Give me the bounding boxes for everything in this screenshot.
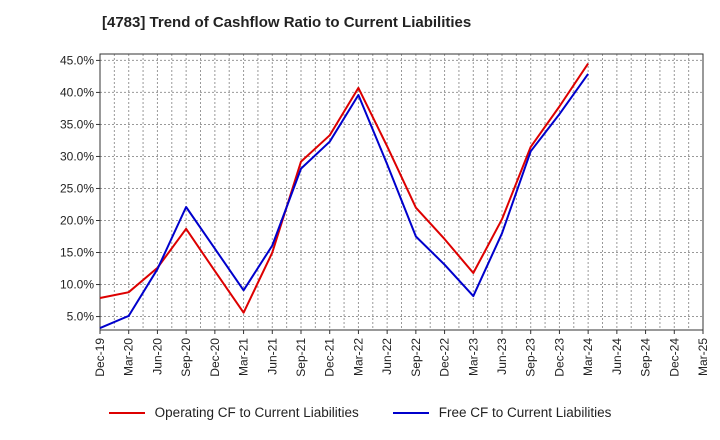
x-tick-label: Sep-23 (524, 338, 538, 377)
x-tick-label: Dec-21 (323, 338, 337, 377)
legend-label-operating-cf: Operating CF to Current Liabilities (154, 405, 359, 420)
x-tick-label: Mar-21 (237, 338, 251, 376)
legend-item-free-cf: Free CF to Current Liabilities (392, 405, 612, 420)
y-tick-label: 15.0% (60, 246, 94, 260)
series-lines (99, 63, 589, 330)
x-tick-label: Dec-20 (208, 338, 222, 377)
grid-lines (100, 54, 703, 330)
x-tick-label: Dec-23 (552, 338, 566, 377)
x-tick-label: Mar-20 (122, 338, 136, 376)
y-tick-label: 20.0% (60, 213, 94, 227)
legend-swatch-blue (392, 411, 429, 414)
series-line-0 (99, 63, 589, 314)
x-tick-label: Jun-20 (150, 338, 164, 375)
y-tick-label: 5.0% (67, 310, 95, 324)
legend: Operating CF to Current Liabilities Free… (0, 405, 720, 420)
x-tick-label: Dec-22 (438, 338, 452, 377)
x-tick-label: Jun-21 (265, 338, 279, 375)
y-tick-label: 40.0% (60, 85, 94, 99)
chart-title: [4783] Trend of Cashflow Ratio to Curren… (102, 14, 472, 31)
x-tick-label: Sep-24 (639, 338, 653, 377)
x-tick-label: Mar-22 (351, 338, 365, 376)
y-tick-label: 30.0% (60, 149, 94, 163)
x-tick-label: Sep-20 (179, 338, 193, 377)
y-tick-label: 45.0% (60, 53, 94, 67)
legend-label-free-cf: Free CF to Current Liabilities (438, 405, 612, 420)
x-tick-label: Sep-21 (294, 338, 308, 377)
x-tick-label: Sep-22 (409, 338, 423, 377)
legend-swatch-red (108, 411, 145, 414)
y-axis-ticks: 5.0% 10.0% 15.0% 20.0% 25.0% 30.0% 35.0% 40.0% 4… (60, 53, 100, 324)
x-tick-label: Dec-24 (667, 338, 681, 377)
series-line-1 (99, 73, 589, 330)
x-tick-label: Mar-24 (581, 338, 595, 376)
plot-frame (99, 53, 704, 331)
y-tick-label: 35.0% (60, 117, 94, 131)
legend-item-operating-cf: Operating CF to Current Liabilities (108, 405, 359, 420)
y-tick-label: 10.0% (60, 278, 94, 292)
y-tick-label: 25.0% (60, 181, 94, 195)
x-tick-label: Mar-23 (466, 338, 480, 376)
x-tick-label: Dec-19 (93, 338, 107, 377)
x-tick-label: Jun-24 (610, 338, 624, 375)
x-tick-label: Jun-22 (380, 338, 394, 375)
x-axis-ticks: Dec-19 Mar-20 Jun-20 Sep-20 Dec-20 Mar-21 Jun-… (93, 330, 710, 377)
x-tick-label: Mar-25 (696, 338, 710, 376)
x-tick-label: Jun-23 (495, 338, 509, 375)
